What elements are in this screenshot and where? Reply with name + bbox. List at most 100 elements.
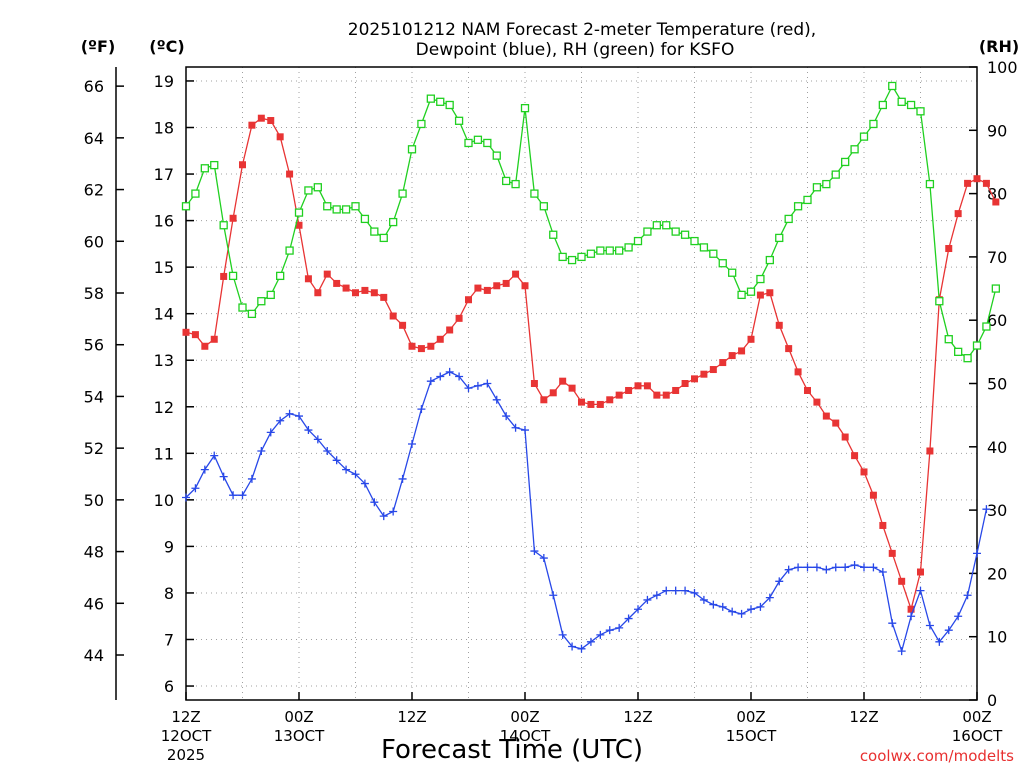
temperature-point — [559, 377, 567, 385]
temperature-point — [295, 221, 303, 229]
rh-point — [878, 100, 887, 110]
dewpoint-point — [888, 619, 897, 628]
temperature-point — [625, 386, 633, 394]
time-tick-hour-label: 12Z — [849, 708, 878, 726]
rh-tick-label: 90 — [987, 121, 1007, 140]
temperature-point — [370, 289, 378, 297]
rh-point — [228, 271, 238, 281]
temperature-point — [606, 396, 614, 404]
series — [181, 81, 1000, 656]
temperature-point — [756, 291, 764, 299]
dewpoint-point — [295, 412, 303, 421]
rh-point — [643, 227, 652, 236]
celsius-tick-label: 11 — [154, 444, 174, 463]
dewpoint-point — [737, 609, 746, 618]
dewpoint-point — [907, 612, 916, 621]
x-axis-title: Forecast Time (UTC) — [381, 735, 643, 765]
rh-point — [219, 221, 228, 230]
dewpoint-point — [539, 554, 548, 563]
dewpoint-point — [511, 423, 520, 432]
rh-point — [332, 205, 341, 214]
dewpoint-point — [257, 446, 266, 455]
temperature-point — [201, 342, 209, 350]
plot-frame — [185, 66, 978, 701]
series-dewpoint — [182, 367, 991, 656]
temperature-point — [851, 452, 859, 460]
temperature-point — [672, 386, 680, 394]
rh-point — [492, 151, 501, 160]
rh-point — [549, 230, 558, 239]
celsius-axis: 6 7 8 9 10 11 12 13 14 15 16 17 18 19 — [154, 72, 194, 696]
dewpoint-point — [925, 621, 934, 630]
rh-point — [690, 236, 699, 246]
temperature-point — [662, 391, 670, 399]
temperature-point — [502, 279, 510, 287]
rh-point — [944, 335, 953, 344]
temperature-point — [540, 396, 548, 404]
dewpoint-point — [718, 602, 727, 611]
time-tick-date-label: 12OCT — [161, 727, 212, 745]
dewpoint-point — [577, 644, 586, 653]
celsius-tick-label: 10 — [154, 491, 174, 510]
temperature-point — [832, 419, 840, 427]
rh-point — [803, 195, 812, 205]
rh-tick-label: 50 — [987, 375, 1007, 394]
rh-point — [181, 202, 191, 211]
dewpoint-point — [473, 381, 482, 390]
temperature-point — [436, 335, 444, 343]
rh-point — [765, 255, 774, 265]
temperature-point — [982, 179, 990, 187]
temperature-point — [813, 398, 821, 406]
temperature-point — [879, 521, 887, 529]
rh-point — [850, 145, 859, 154]
dewpoint-point — [634, 605, 642, 614]
rh-tick-label: 0 — [987, 691, 997, 710]
fahrenheit-tick-label: 66 — [84, 77, 104, 96]
temperature-point — [634, 382, 642, 390]
dewpoint-point — [200, 465, 209, 474]
celsius-tick-label: 18 — [154, 119, 174, 138]
dewpoint-line — [185, 371, 988, 654]
dewpoint-point — [728, 607, 737, 616]
rh-point — [276, 271, 285, 281]
dewpoint-point — [615, 623, 624, 632]
dewpoint-point — [944, 626, 953, 635]
temperature-point — [728, 352, 736, 360]
temperature-point — [860, 468, 868, 476]
dewpoint-point — [238, 491, 247, 500]
rh-point — [520, 103, 530, 113]
dewpoint-point — [568, 642, 577, 651]
temperature-point — [804, 386, 811, 394]
rh-point — [210, 160, 219, 170]
time-tick-hour-label: 00Z — [510, 708, 539, 726]
rh-point — [417, 119, 426, 129]
rh-point — [436, 97, 445, 106]
time-tick-date-label: 14OCT — [500, 727, 551, 745]
rh-point — [389, 217, 398, 227]
rh-point — [633, 236, 643, 246]
rh-point — [812, 183, 822, 192]
temperature-point — [530, 380, 538, 387]
dewpoint-point — [389, 507, 398, 516]
fahrenheit-tick-label: 62 — [84, 181, 104, 200]
rh-point — [511, 179, 520, 189]
dewpoint-point — [445, 367, 454, 376]
dewpoint-point — [285, 409, 294, 418]
rh-point — [341, 205, 351, 214]
rh-point — [737, 290, 746, 300]
time-tick-hour-label: 00Z — [736, 708, 765, 726]
temperature-point — [352, 289, 359, 297]
temperature-point — [926, 447, 934, 455]
temperature-point — [493, 282, 501, 290]
temperature-point — [973, 175, 981, 183]
grid — [186, 67, 977, 700]
rh-unit-label: (RH) — [979, 37, 1019, 56]
dewpoint-point — [408, 440, 416, 449]
temperature-point — [643, 382, 651, 390]
temperature-point — [220, 272, 228, 280]
temperature-point — [342, 284, 350, 292]
temperature-point — [191, 331, 199, 339]
series-rh — [181, 81, 1000, 363]
time-tick-hour-label: 12Z — [623, 708, 652, 726]
